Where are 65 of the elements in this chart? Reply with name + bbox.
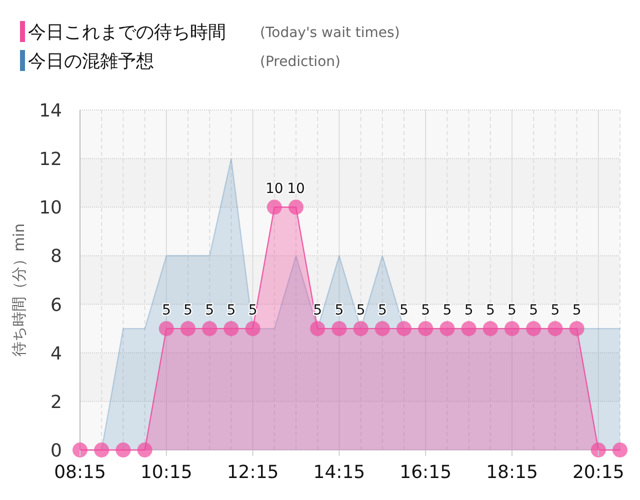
point — [245, 321, 260, 336]
data-label: 5 — [572, 302, 582, 319]
legend-label: 今日これまでの待ち時間 — [28, 22, 226, 43]
point — [461, 321, 476, 336]
point — [590, 442, 606, 458]
x-tick-label: 14:15 — [313, 462, 366, 483]
x-tick-label: 18:15 — [486, 462, 538, 483]
text: (Prediction) — [260, 54, 340, 70]
point — [526, 321, 542, 336]
data-label: 5 — [248, 302, 258, 319]
point — [482, 321, 498, 336]
text: (Today's wait times) — [260, 25, 400, 41]
data-label: 5 — [334, 302, 344, 319]
point — [137, 442, 152, 458]
point — [440, 321, 455, 336]
point — [548, 321, 563, 336]
point — [158, 321, 174, 336]
point — [396, 321, 412, 336]
data-label: 10 — [265, 181, 284, 198]
point — [288, 200, 304, 215]
point — [612, 442, 628, 458]
point — [224, 321, 239, 336]
point — [180, 321, 196, 336]
data-label: 5 — [378, 302, 387, 319]
point — [418, 321, 434, 336]
data-label: 10 — [287, 181, 305, 198]
y-tick-label: 6 — [50, 294, 62, 316]
point — [116, 442, 131, 458]
point — [569, 321, 584, 336]
point — [72, 442, 88, 458]
x-tick-label: 16:15 — [400, 462, 452, 483]
data-label: 5 — [226, 302, 236, 319]
point — [202, 321, 218, 336]
data-label: 5 — [464, 302, 474, 319]
legend-label: 今日の混雑予想 — [28, 51, 154, 72]
y-tick-label: 12 — [39, 149, 62, 170]
data-label: 5 — [550, 302, 560, 319]
y-tick-label: 4 — [50, 343, 62, 364]
data-label: 5 — [486, 302, 495, 319]
data-label: 5 — [400, 302, 408, 319]
data-label: 5 — [205, 302, 214, 319]
y-tick-label: 10 — [39, 198, 62, 219]
data-label: 5 — [508, 302, 516, 319]
point — [332, 321, 347, 336]
point — [353, 321, 368, 336]
x-tick-label: 12:15 — [226, 462, 279, 483]
data-label: 5 — [356, 302, 366, 319]
data-label: 5 — [421, 302, 430, 319]
point — [504, 321, 520, 336]
data-label: 5 — [529, 302, 538, 319]
x-tick-label: 20:15 — [572, 462, 624, 483]
x-tick-label: 10:15 — [140, 462, 192, 483]
x-tick-label: 08:15 — [54, 462, 106, 483]
data-label: 5 — [442, 302, 452, 319]
point — [94, 442, 110, 458]
data-label: 5 — [184, 302, 192, 319]
y-axis-title: 待ち時間（分）min — [10, 223, 28, 357]
y-tick-label: 14 — [39, 100, 62, 122]
point — [266, 200, 282, 215]
point — [310, 321, 326, 336]
y-tick-label: 8 — [50, 246, 62, 268]
point — [374, 321, 390, 336]
y-tick-label: 0 — [50, 440, 62, 462]
data-label: 5 — [162, 302, 171, 319]
y-tick-label: 2 — [50, 392, 62, 413]
